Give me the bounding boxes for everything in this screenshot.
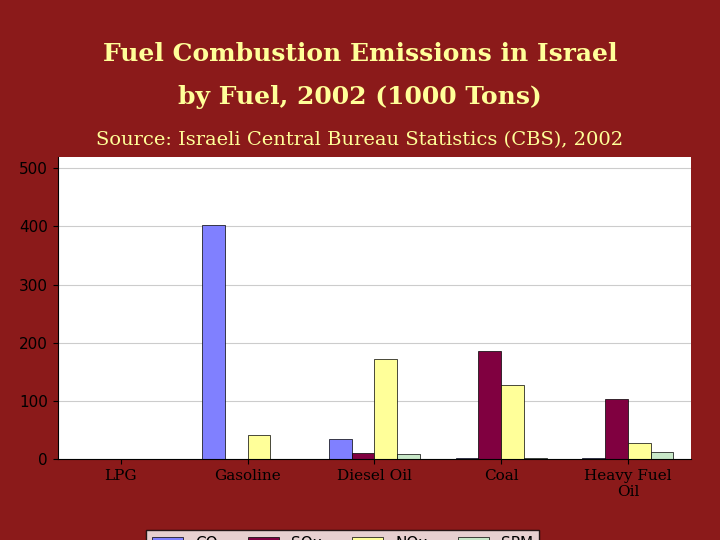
Bar xyxy=(248,435,271,459)
Bar xyxy=(351,453,374,459)
Bar xyxy=(605,399,628,459)
Bar xyxy=(374,359,397,459)
Bar xyxy=(202,225,225,459)
Bar xyxy=(478,352,501,459)
Bar xyxy=(628,443,651,459)
Bar xyxy=(456,458,478,459)
Legend: CO, SOx, NOx, SPM: CO, SOx, NOx, SPM xyxy=(146,530,539,540)
Text: Fuel Combustion Emissions in Israel: Fuel Combustion Emissions in Israel xyxy=(103,42,617,66)
Bar xyxy=(651,452,673,459)
Bar xyxy=(582,458,605,459)
Bar xyxy=(524,458,546,459)
Text: Source: Israeli Central Bureau Statistics (CBS), 2002: Source: Israeli Central Bureau Statistic… xyxy=(96,131,624,150)
Bar xyxy=(329,438,351,459)
Bar xyxy=(501,385,524,459)
Text: by Fuel, 2002 (1000 Tons): by Fuel, 2002 (1000 Tons) xyxy=(178,85,542,109)
Bar xyxy=(397,454,420,459)
